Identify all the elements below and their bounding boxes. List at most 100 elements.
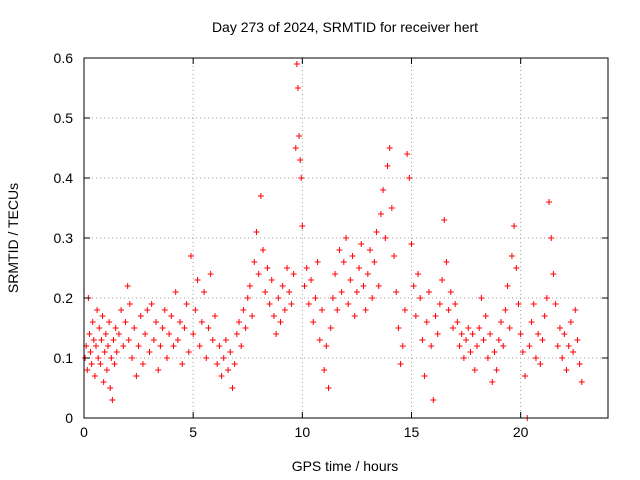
data-point bbox=[441, 217, 448, 223]
data-point bbox=[369, 295, 376, 301]
data-point bbox=[572, 307, 579, 313]
data-point bbox=[86, 331, 93, 337]
data-point bbox=[139, 361, 146, 367]
data-point bbox=[511, 223, 518, 229]
data-point bbox=[102, 331, 109, 337]
data-point bbox=[469, 331, 476, 337]
data-point bbox=[343, 235, 349, 241]
data-point bbox=[198, 319, 205, 325]
data-point bbox=[216, 343, 223, 349]
data-point bbox=[262, 289, 269, 295]
x-tick-label: 5 bbox=[189, 424, 197, 440]
data-point bbox=[561, 331, 568, 337]
data-point bbox=[367, 247, 374, 253]
data-point bbox=[312, 295, 319, 301]
data-point bbox=[220, 355, 227, 361]
data-point bbox=[133, 373, 140, 379]
x-tick-labels: 0 5 10 15 20 bbox=[80, 424, 529, 440]
y-tick-label: 0.1 bbox=[54, 350, 74, 366]
data-point bbox=[397, 361, 404, 367]
data-point bbox=[401, 307, 408, 313]
data-point bbox=[157, 343, 164, 349]
data-point bbox=[456, 343, 463, 349]
data-point bbox=[194, 277, 201, 283]
data-point bbox=[454, 319, 461, 325]
data-point bbox=[177, 319, 184, 325]
data-point bbox=[273, 331, 280, 337]
data-point bbox=[212, 313, 218, 319]
data-point bbox=[268, 277, 275, 283]
data-point bbox=[508, 253, 515, 259]
data-point bbox=[340, 259, 347, 265]
data-point bbox=[227, 349, 234, 355]
data-point bbox=[439, 277, 446, 283]
data-point bbox=[325, 385, 332, 391]
data-point bbox=[172, 289, 179, 295]
data-point bbox=[404, 151, 411, 157]
y-tick-label: 0.3 bbox=[54, 230, 74, 246]
data-point bbox=[526, 343, 533, 349]
data-point bbox=[576, 361, 583, 367]
data-point bbox=[296, 133, 303, 139]
data-point bbox=[249, 313, 256, 319]
data-point bbox=[417, 295, 424, 301]
data-point bbox=[395, 325, 402, 331]
data-point bbox=[179, 361, 186, 367]
data-point bbox=[334, 307, 341, 313]
data-point bbox=[87, 349, 94, 355]
data-point bbox=[107, 385, 114, 391]
data-point bbox=[150, 337, 157, 343]
data-point bbox=[487, 331, 494, 337]
data-point bbox=[294, 85, 301, 91]
data-point bbox=[310, 319, 317, 325]
data-point bbox=[399, 343, 406, 349]
y-tick-label: 0.6 bbox=[54, 50, 74, 66]
data-point bbox=[88, 361, 95, 367]
data-point bbox=[297, 157, 304, 163]
data-points bbox=[82, 61, 585, 421]
data-point bbox=[229, 385, 236, 391]
data-point bbox=[476, 325, 483, 331]
y-tick-label: 0.2 bbox=[54, 290, 74, 306]
data-point bbox=[495, 337, 502, 343]
data-point bbox=[522, 373, 529, 379]
data-point bbox=[345, 301, 352, 307]
data-point bbox=[332, 271, 339, 277]
y-axis-label: SRMTID / TECUs bbox=[5, 183, 21, 293]
data-point bbox=[90, 337, 97, 343]
data-point bbox=[474, 343, 480, 349]
data-point bbox=[98, 337, 105, 343]
data-point bbox=[371, 259, 378, 265]
data-point bbox=[109, 397, 116, 403]
data-point bbox=[266, 301, 273, 307]
data-point bbox=[515, 301, 522, 307]
data-point bbox=[286, 289, 293, 295]
data-point bbox=[336, 247, 343, 253]
data-point bbox=[277, 319, 284, 325]
grid-lines bbox=[84, 58, 608, 418]
data-point bbox=[408, 241, 415, 247]
data-point bbox=[255, 271, 262, 277]
data-point bbox=[163, 355, 170, 361]
data-point bbox=[445, 307, 452, 313]
data-point bbox=[386, 145, 393, 151]
data-point bbox=[174, 337, 181, 343]
data-point bbox=[349, 253, 356, 259]
data-point bbox=[292, 145, 299, 151]
data-point bbox=[94, 307, 101, 313]
data-point bbox=[279, 283, 286, 289]
x-tick-label: 0 bbox=[80, 424, 88, 440]
data-point bbox=[161, 307, 168, 313]
data-point bbox=[293, 61, 300, 67]
data-point bbox=[190, 331, 197, 337]
data-point bbox=[377, 211, 384, 217]
data-point bbox=[242, 325, 249, 331]
data-point bbox=[181, 325, 188, 331]
data-point bbox=[380, 187, 387, 193]
data-point bbox=[106, 319, 113, 325]
data-point bbox=[393, 289, 400, 295]
data-point bbox=[84, 367, 91, 373]
data-point bbox=[447, 289, 454, 295]
data-point bbox=[126, 301, 133, 307]
